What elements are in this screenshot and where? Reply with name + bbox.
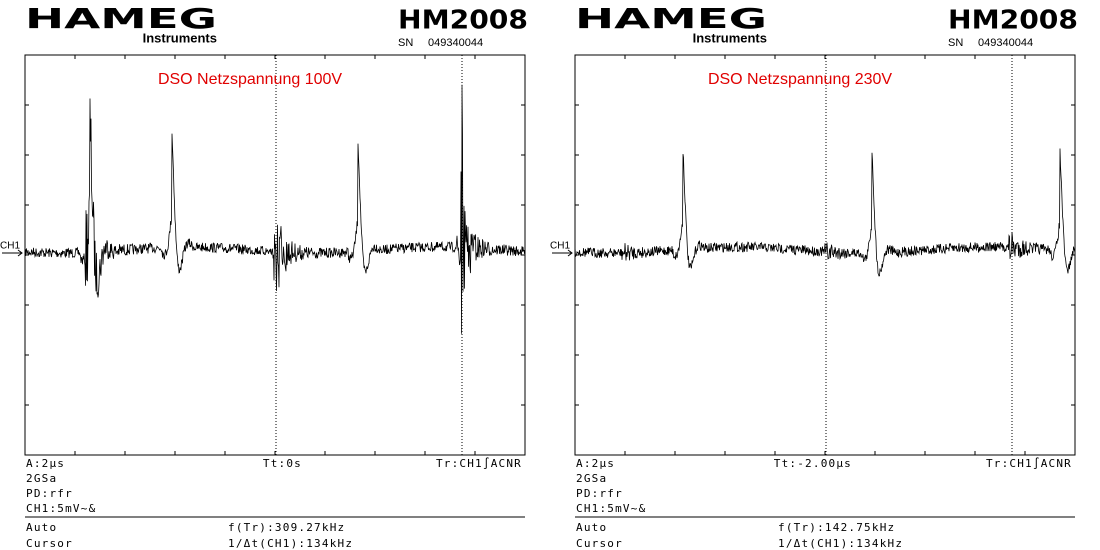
status-sample-rate: 2GSa: [26, 472, 57, 485]
waveform-trace: [574, 148, 1076, 277]
footer-acq-label: Auto: [26, 521, 57, 534]
capture-title: DSO Netzspannung 100V: [158, 71, 342, 88]
channel-arrow: [552, 249, 573, 257]
status-timebase: A:2µs: [576, 457, 615, 470]
channel-arrow: [2, 249, 23, 257]
footer-cursor-label: Cursor: [576, 537, 623, 550]
status-trigger-time: Tt:-2.00µs: [774, 457, 852, 470]
status-mode: PD:rfr: [26, 487, 73, 500]
footer-cursor: 1/Δt(CH1):134kHz: [228, 537, 353, 550]
serial: 049340044: [428, 37, 483, 49]
brand-sub: Instruments: [143, 30, 217, 45]
status-channel: CH1:5mV~&: [576, 502, 646, 515]
status-trigger-time: Tt:0s: [263, 457, 302, 470]
brand-sub: Instruments: [693, 30, 767, 45]
footer-freq: f(Tr):142.75kHz: [778, 521, 895, 534]
status-trigger: Tr:CH1∫ACNR: [436, 457, 522, 470]
channel-marker: CH1: [0, 241, 20, 252]
status-sample-rate: 2GSa: [576, 472, 607, 485]
brand-logo: HAMEG: [25, 2, 217, 35]
footer-freq: f(Tr):309.27kHz: [228, 521, 345, 534]
status-channel: CH1:5mV~&: [26, 502, 96, 515]
footer-cursor: 1/Δt(CH1):134kHz: [778, 537, 903, 550]
model: HM2008: [398, 6, 528, 36]
serial: 049340044: [978, 37, 1033, 49]
screen-frame: [24, 54, 526, 456]
serial-label: SN: [398, 37, 413, 49]
channel-marker: CH1: [550, 241, 570, 252]
serial-label: SN: [948, 37, 963, 49]
footer-cursor-label: Cursor: [26, 537, 73, 550]
model: HM2008: [948, 6, 1078, 36]
status-timebase: A:2µs: [26, 457, 65, 470]
status-mode: PD:rfr: [576, 487, 623, 500]
waveform-trace: [24, 84, 526, 334]
footer-acq-label: Auto: [576, 521, 607, 534]
brand-logo: HAMEG: [575, 2, 767, 35]
capture-title: DSO Netzspannung 230V: [708, 71, 892, 88]
status-trigger: Tr:CH1∫ACNR: [986, 457, 1072, 470]
